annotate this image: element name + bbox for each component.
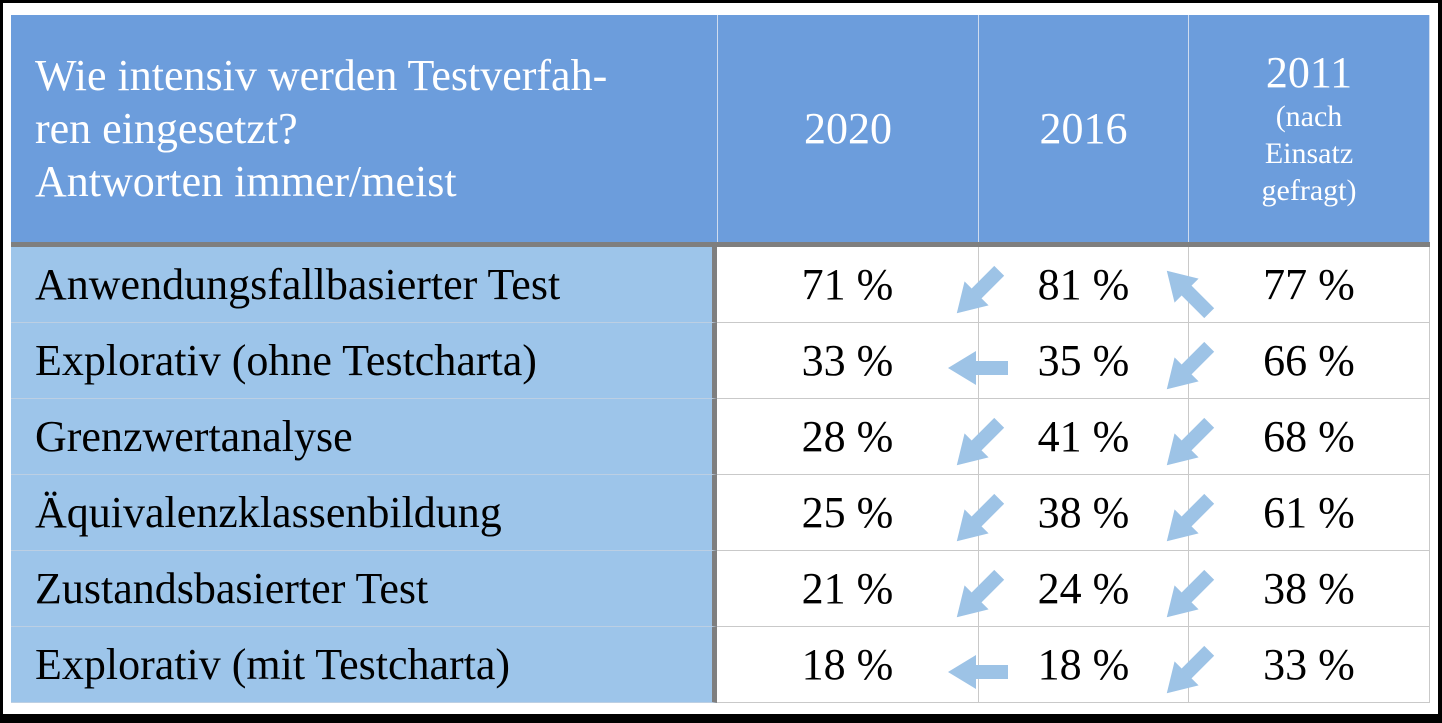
method-label: Explorativ (mit Testcharta)	[11, 627, 717, 703]
question-header-cell: Wie intensiv werden Testverfah- ren eing…	[11, 15, 717, 242]
column-header-2020: 2020	[717, 15, 978, 242]
value-2020: 18 %	[717, 627, 978, 703]
year-label: 2011	[1265, 48, 1353, 97]
trend-arrow-icon	[1151, 407, 1226, 482]
survey-table: Wie intensiv werden Testverfah- ren eing…	[11, 15, 1430, 703]
value-2020: 25 %	[717, 475, 978, 551]
column-header-2016: 2016	[978, 15, 1188, 242]
value-2016: 81 %	[978, 247, 1188, 323]
value-2011: 68 %	[1188, 399, 1430, 475]
value-2016: 41 %	[978, 399, 1188, 475]
table-row: Explorativ (ohne Testcharta) 33 % 35 % 6…	[11, 323, 1430, 399]
value-2020: 33 %	[717, 323, 978, 399]
year-label: 2020	[804, 103, 892, 153]
table-row: Grenzwertanalyse 28 % 41 % 68 %	[11, 399, 1430, 475]
trend-arrow-icon	[945, 348, 1011, 388]
method-label: Explorativ (ohne Testcharta)	[11, 323, 717, 399]
method-label: Äquivalenzklassenbildung	[11, 475, 717, 551]
table-row: Explorativ (mit Testcharta) 18 % 18 % 33…	[11, 627, 1430, 703]
method-label: Anwendungsfallbasierter Test	[11, 247, 717, 323]
trend-arrow-icon	[1151, 331, 1226, 406]
question-text: Wie intensiv werden Testverfah- ren eing…	[35, 51, 608, 206]
table-body: Anwendungsfallbasierter Test 71 % 81 % 7…	[11, 247, 1430, 703]
value-2020: 21 %	[717, 551, 978, 627]
table-row: Äquivalenzklassenbildung 25 % 38 % 61 %	[11, 475, 1430, 551]
value-2020: 71 %	[717, 247, 978, 323]
year-sublabel: (nach Einsatz gefragt)	[1261, 100, 1357, 207]
method-label: Grenzwertanalyse	[11, 399, 717, 475]
trend-arrow-icon	[941, 559, 1016, 634]
value-2011: 77 %	[1188, 247, 1430, 323]
table-row: Anwendungsfallbasierter Test 71 % 81 % 7…	[11, 247, 1430, 323]
trend-arrow-icon	[1151, 559, 1226, 634]
trend-arrow-icon	[941, 255, 1016, 330]
table-header-row: Wie intensiv werden Testverfah- ren eing…	[11, 15, 1430, 247]
trend-arrow-icon	[941, 483, 1016, 558]
year-label: 2016	[1039, 103, 1128, 153]
trend-arrow-icon	[1151, 255, 1226, 330]
value-2020: 28 %	[717, 399, 978, 475]
method-label: Zustandsbasierter Test	[11, 551, 717, 627]
trend-arrow-icon	[1151, 635, 1226, 710]
value-2016: 18 %	[978, 627, 1188, 703]
value-2011: 66 %	[1188, 323, 1430, 399]
table-row: Zustandsbasierter Test 21 % 24 % 38 %	[11, 551, 1430, 627]
column-header-2011: 2011 (nach Einsatz gefragt)	[1188, 15, 1430, 242]
value-2011: 38 %	[1188, 551, 1430, 627]
trend-arrow-icon	[941, 407, 1016, 482]
trend-arrow-icon	[1151, 483, 1226, 558]
trend-arrow-icon	[945, 652, 1011, 692]
value-2011: 61 %	[1188, 475, 1430, 551]
value-2016: 24 %	[978, 551, 1188, 627]
value-2011: 33 %	[1188, 627, 1430, 703]
